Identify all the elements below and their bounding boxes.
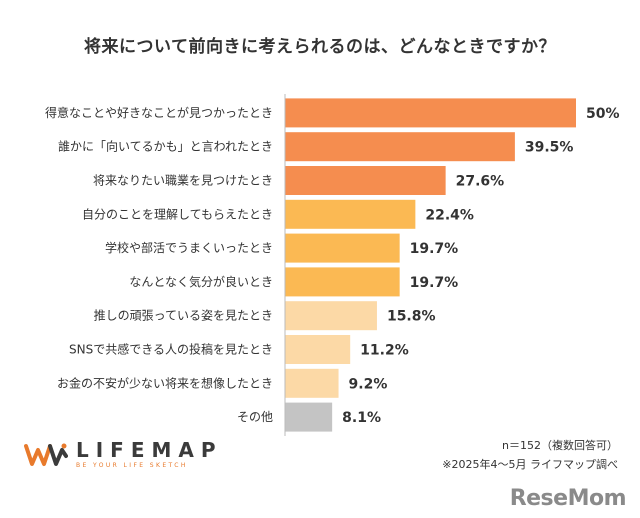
value-label: 8.1% <box>342 410 381 426</box>
sample-size-note: n＝152（複数回答可） <box>502 439 618 452</box>
value-label: 50% <box>586 106 620 122</box>
category-label: 得意なことや好きなことが見つかったとき <box>45 105 273 120</box>
bar <box>285 166 446 195</box>
value-label: 11.2% <box>360 343 409 359</box>
value-label: 19.7% <box>410 275 459 291</box>
category-label: 自分のことを理解してもらえたとき <box>82 207 273 221</box>
brand-tagline: BE YOUR LIFE SKETCH <box>76 462 188 469</box>
bar <box>285 402 333 432</box>
bar <box>285 132 515 162</box>
brand-name: LIFEMAP <box>76 438 223 462</box>
watermark-logo: ReseMom <box>509 486 627 511</box>
value-label: 19.7% <box>410 241 459 257</box>
bar-chart: 得意なことや好きなことが見つかったとき 50% 誰かに「向いてるかも」と言われたとき… <box>45 94 620 436</box>
chart-card: 将来について前向きに考えられるのは、どんなときですか？ 得意なことや好きなことが… <box>24 37 620 471</box>
bar <box>285 335 351 364</box>
bar <box>285 199 416 229</box>
category-label: その他 <box>237 410 273 424</box>
value-label: 9.2% <box>349 376 388 392</box>
category-label: 推しの頑張っている姿を見たとき <box>94 309 273 323</box>
bar <box>285 368 339 398</box>
chart-title: 将来について前向きに考えられるのは、どんなときですか？ <box>84 37 556 57</box>
value-label: 22.4% <box>425 207 474 223</box>
brand: LIFEMAP BE YOUR LIFE SKETCH <box>24 440 223 469</box>
lifemap-logo-icon <box>24 443 68 466</box>
category-label: 誰かに「向いてるかも」と言われたとき <box>58 139 273 154</box>
bar <box>285 301 377 331</box>
source-note: ※2025年4～5月 ライフマップ調べ <box>442 458 618 471</box>
bar <box>285 267 400 297</box>
value-label: 27.6% <box>456 174 505 190</box>
bar <box>285 98 576 128</box>
watermark-band <box>0 480 640 518</box>
category-label: なんとなく気分が良いとき <box>129 274 273 289</box>
value-label: 39.5% <box>525 140 574 156</box>
category-label: 将来なりたい職業を見つけたとき <box>93 174 273 188</box>
category-label: お金の不安が少ない将来を想像したとき <box>57 375 273 390</box>
value-label: 15.8% <box>387 309 436 325</box>
category-label: SNSで共感できる人の投稿を見たとき <box>69 342 273 357</box>
category-label: 学校や部活でうまくいったとき <box>105 240 273 255</box>
bar <box>285 233 400 263</box>
